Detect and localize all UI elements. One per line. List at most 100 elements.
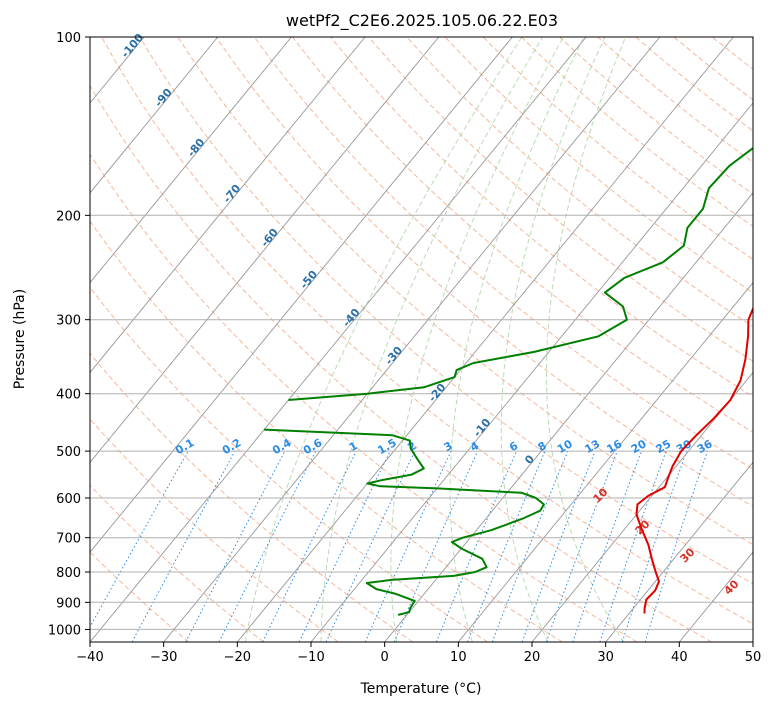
dry-adiabat-line [90,286,488,642]
x-tick-label: 0 [381,650,389,665]
plot-frame [89,36,754,643]
mixing-ratio-label: 8 [536,439,549,454]
x-tick-label: 40 [671,650,688,665]
moist-adiabat-line [320,37,544,642]
isotherm-label: -20 [426,381,449,405]
temperature-profile-line [635,305,753,614]
mixing-ratio-line [262,450,357,642]
y-tick-label: 400 [56,388,81,403]
x-tick-label: −40 [76,650,103,665]
isotherm-label: -70 [221,182,244,206]
isotherm-line [605,461,753,642]
moist-adiabat-line [449,37,585,642]
isotherm-label: 0 [522,452,537,466]
isotherm-line [531,371,753,642]
mixing-ratio-line [218,450,317,642]
y-tick-label: 100 [56,31,81,46]
dewpoint-profile-line [288,146,753,401]
mixing-ratio-line [131,450,236,642]
isotherm-line [90,37,587,642]
x-tick-label: −20 [224,650,251,665]
dewpoint-profile-line [264,428,545,616]
isotherm-line [384,192,753,642]
mixing-ratio-label: 0.2 [220,436,243,457]
mixing-ratio-line [467,450,546,642]
dry-adiabat-line [711,37,753,70]
isotherm-line [752,641,753,642]
y-tick-label: 200 [56,209,81,224]
isotherm-label: -50 [297,268,320,292]
mixing-ratio-label: 4 [468,439,481,454]
y-tick-label: 700 [56,532,81,547]
mixing-ratio-line [185,450,286,642]
dry-adiabat-line [330,37,753,398]
dry-adiabat-line [90,484,264,642]
adiabat-label: 10 [591,485,611,505]
y-tick-label: 500 [56,445,81,460]
moist-adiabat-line [244,37,523,642]
mixing-ratio-label: 1 [347,439,360,454]
y-tick-label: 800 [56,566,81,581]
y-tick-label: 300 [56,314,81,329]
mixing-ratio-line [621,450,688,642]
mixing-ratio-label: 3 [442,439,455,454]
isotherm-label: -10 [471,416,494,440]
adiabat-label: 30 [678,545,698,565]
x-axis-title: Temperature (°C) [360,681,482,697]
dry-adiabat-line [559,37,753,195]
x-tick-label: −30 [150,650,177,665]
y-tick-label: 1000 [48,623,81,638]
isotherm-line [90,37,292,284]
adiabat-label: 40 [722,577,742,597]
mixing-ratio-line [435,450,517,642]
y-tick-label: 900 [56,596,81,611]
profile-lines [264,146,753,616]
dry-adiabat-line [139,37,753,585]
mixing-ratio-label: 0.6 [301,436,325,457]
isotherm-line [90,37,219,194]
mixing-ratio-line [545,450,618,642]
dry-adiabat-line [635,37,753,132]
dry-adiabat-line [90,84,712,642]
y-axis-title: Pressure (hPa) [12,289,28,389]
mixing-ratio-line [393,450,479,642]
dry-adiabat-line [90,418,339,642]
y-axis: 100 200 300 400 500 600 700 800 900 1000 [48,31,90,638]
dry-adiabat-line [215,37,753,507]
mixing-ratio-line [644,450,708,642]
mixing-ratio-label: 13 [582,437,602,456]
mixing-ratio-line [572,450,642,642]
dry-adiabat-line [90,153,638,642]
grid [0,37,753,642]
isotherm-line [0,37,70,642]
x-axis: −40 −30 −20 −10 0 10 20 30 40 50 [76,642,761,665]
mixing-ratio-label: 1.5 [375,436,398,457]
isotherm-label: -80 [185,136,208,160]
dry-adiabat-line [90,551,190,642]
mixing-ratio-line [90,450,189,629]
isotherm-line [236,37,734,642]
dry-adiabat-line [368,37,753,362]
dry-adiabat-line [749,37,753,40]
dry-adiabat-line [406,37,753,328]
isotherm-label: -100 [119,31,147,61]
dry-adiabat-line [444,37,753,294]
dry-adiabat-line [90,220,563,642]
isotherm-line [90,37,366,374]
x-tick-label: 30 [597,650,614,665]
isotherm-label: -60 [258,226,281,250]
isotherm-line [310,102,753,642]
isotherm-line [457,281,753,642]
isotherm-line [90,37,440,464]
mixing-ratio-line [298,450,391,642]
x-tick-label: 20 [524,650,541,665]
dry-adiabat-line [90,352,414,642]
x-tick-label: 50 [745,650,762,665]
x-tick-label: 10 [450,650,467,665]
mixing-ratio-line [364,450,452,642]
mixing-ratio-label: 10 [555,437,575,456]
mixing-ratio-label: 16 [605,437,625,456]
dry-adiabat-line [292,37,753,433]
x-tick-label: −10 [297,650,324,665]
isotherm-line [90,37,513,553]
